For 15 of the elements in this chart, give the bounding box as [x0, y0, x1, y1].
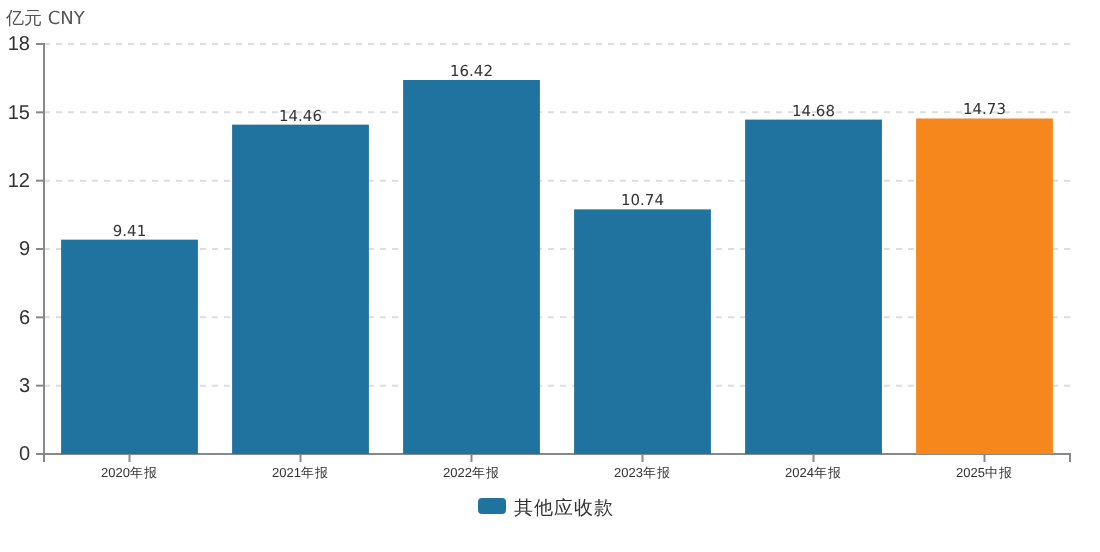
y-tick-label: 12	[7, 171, 31, 194]
bar	[61, 239, 198, 454]
bar	[232, 124, 369, 454]
y-tick-label: 18	[7, 34, 31, 57]
bar	[745, 119, 882, 454]
bar	[574, 209, 711, 454]
bar	[403, 79, 540, 454]
y-tick-label: 0	[18, 444, 31, 467]
legend-label: 其他应收款	[514, 496, 614, 520]
y-axis-title: 亿元 CNY	[4, 8, 86, 30]
y-tick-label: 6	[18, 307, 31, 330]
y-tick-label: 9	[18, 239, 31, 262]
y-tick-label: 3	[18, 376, 31, 399]
bar	[916, 118, 1053, 454]
y-tick-label: 15	[7, 102, 31, 125]
